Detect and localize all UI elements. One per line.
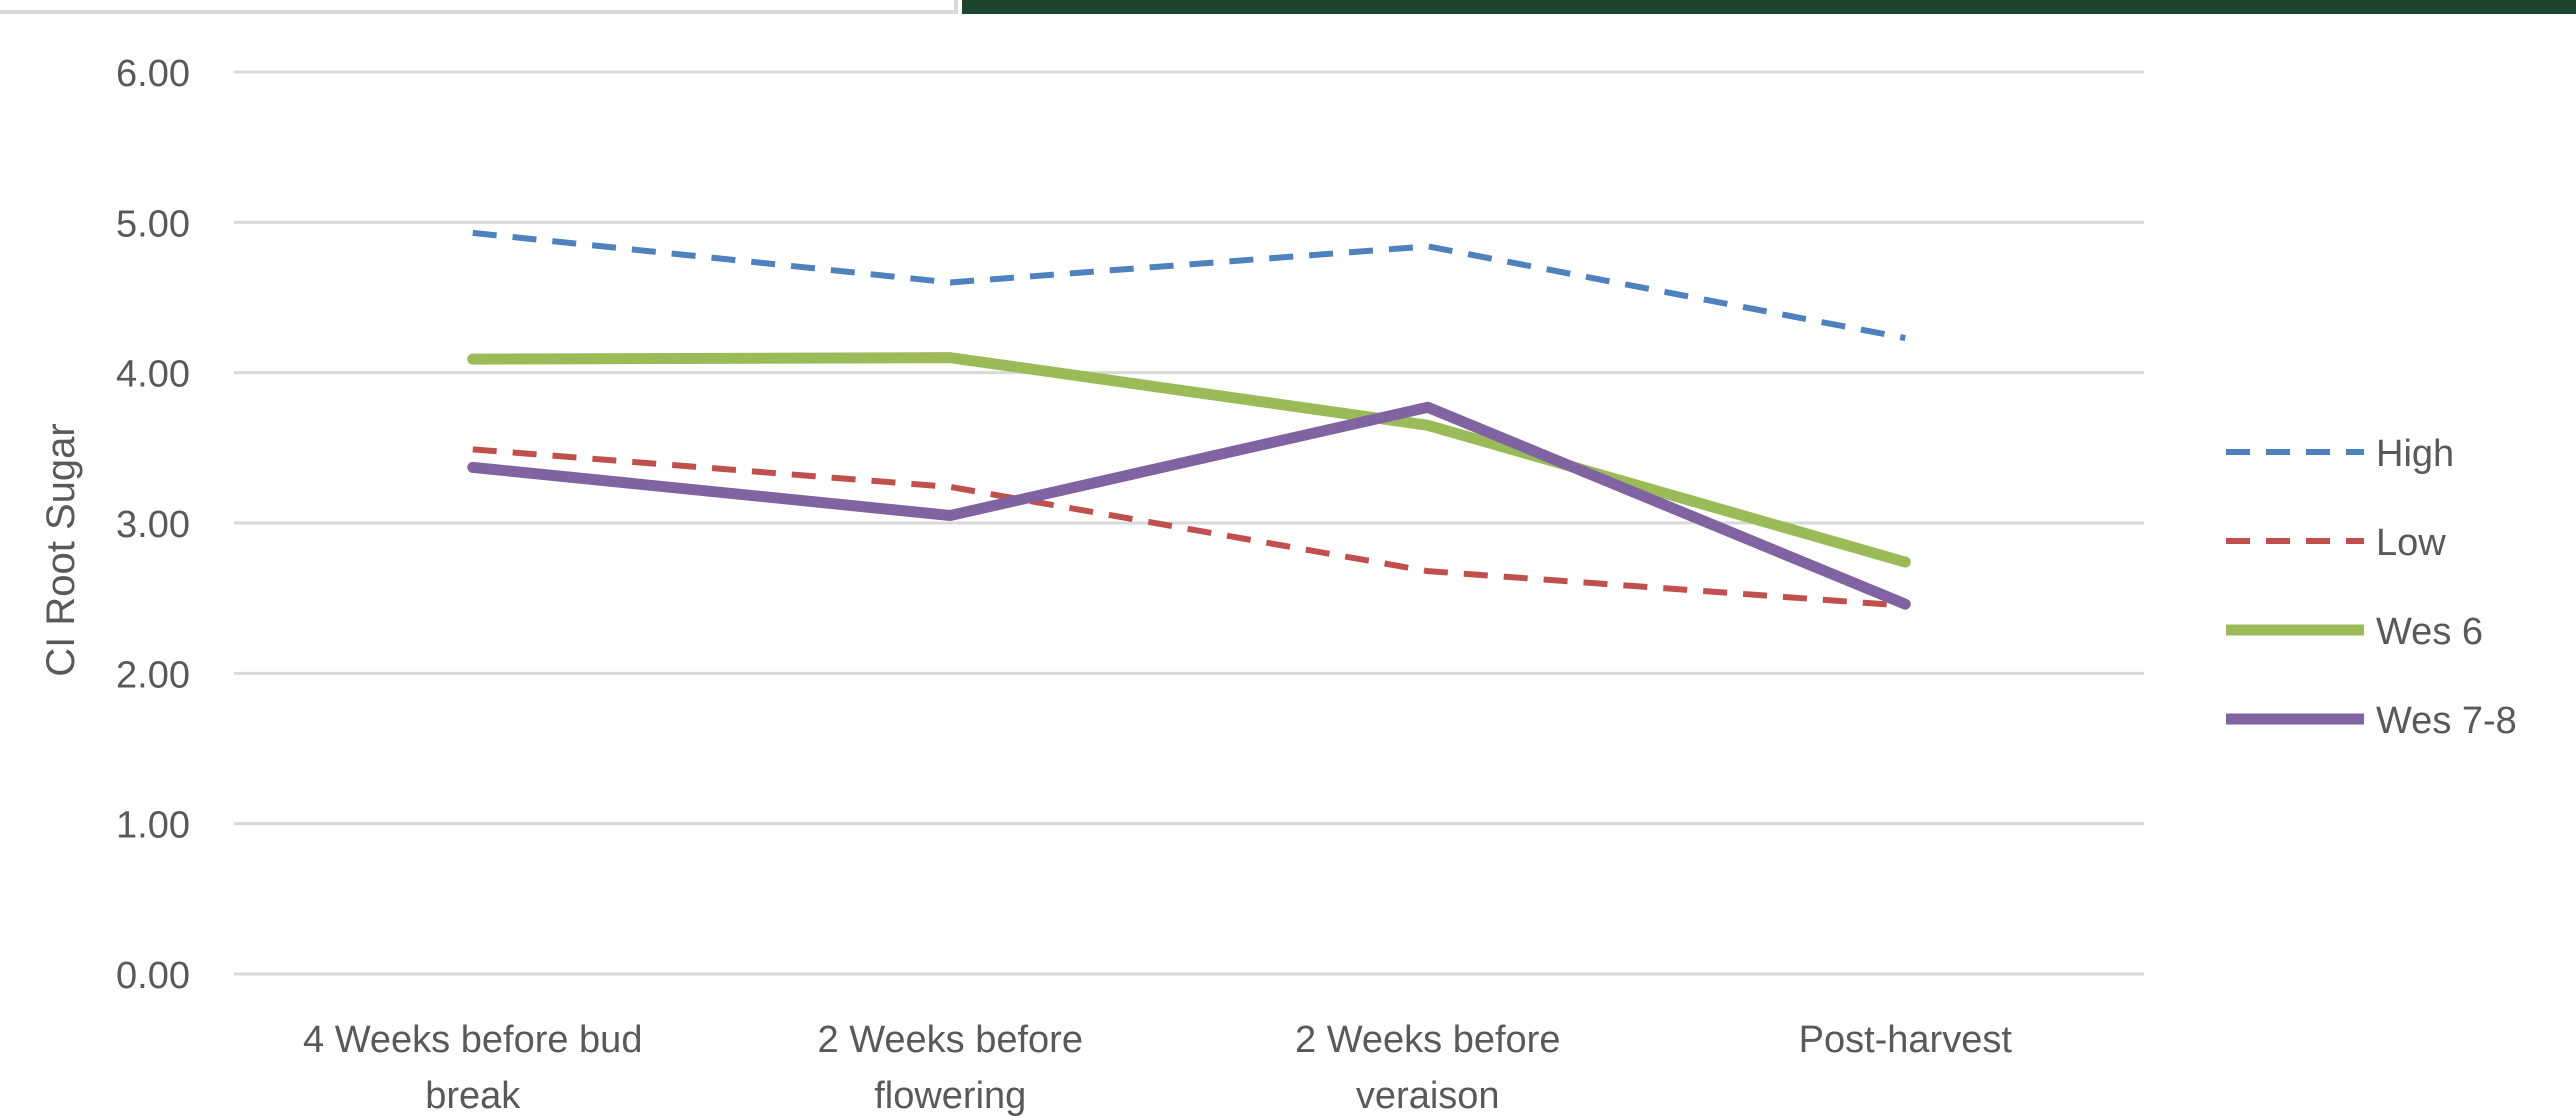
x-axis-ticks: 4 Weeks before bud break 2 Weeks before flo… [303, 1019, 2012, 1116]
y-axis-ticks: 0.00 1.00 2.00 3.00 4.00 5.00 6.00 [116, 53, 190, 997]
y-tick-label: 5.00 [116, 203, 190, 245]
x-tick-label: 2 Weeks before veraison [1295, 1019, 1560, 1116]
top-panel-border [0, 0, 958, 14]
x-tick-label: Post-harvest [1799, 1019, 2013, 1061]
y-axis-label: CI Root Sugar [39, 423, 83, 676]
legend-label-low: Low [2376, 522, 2446, 564]
legend-label-wes-6: Wes 6 [2376, 611, 2483, 653]
y-tick-label: 2.00 [116, 654, 190, 696]
x-tick-label: 4 Weeks before bud break [303, 1019, 642, 1116]
y-tick-label: 4.00 [116, 354, 190, 396]
legend-label-wes-7-8: Wes 7-8 [2376, 700, 2517, 742]
y-tick-label: 1.00 [116, 805, 190, 847]
top-green-banner [962, 0, 2576, 14]
x-tick-label: 2 Weeks before flowering [818, 1019, 1083, 1116]
series-line-wes-6 [467, 352, 1911, 568]
gridlines [234, 70, 2144, 976]
y-tick-label: 3.00 [116, 504, 190, 546]
series-lines [467, 229, 1911, 610]
series-line-low [472, 446, 1906, 609]
series-line-wes-7-8 [467, 401, 1911, 610]
y-tick-label: 6.00 [116, 53, 190, 95]
series-line-high [472, 229, 1906, 342]
y-tick-label: 0.00 [116, 955, 190, 997]
legend-label-high: High [2376, 433, 2454, 475]
legend: High Low Wes 6 Wes 7-8 [2226, 433, 2517, 742]
